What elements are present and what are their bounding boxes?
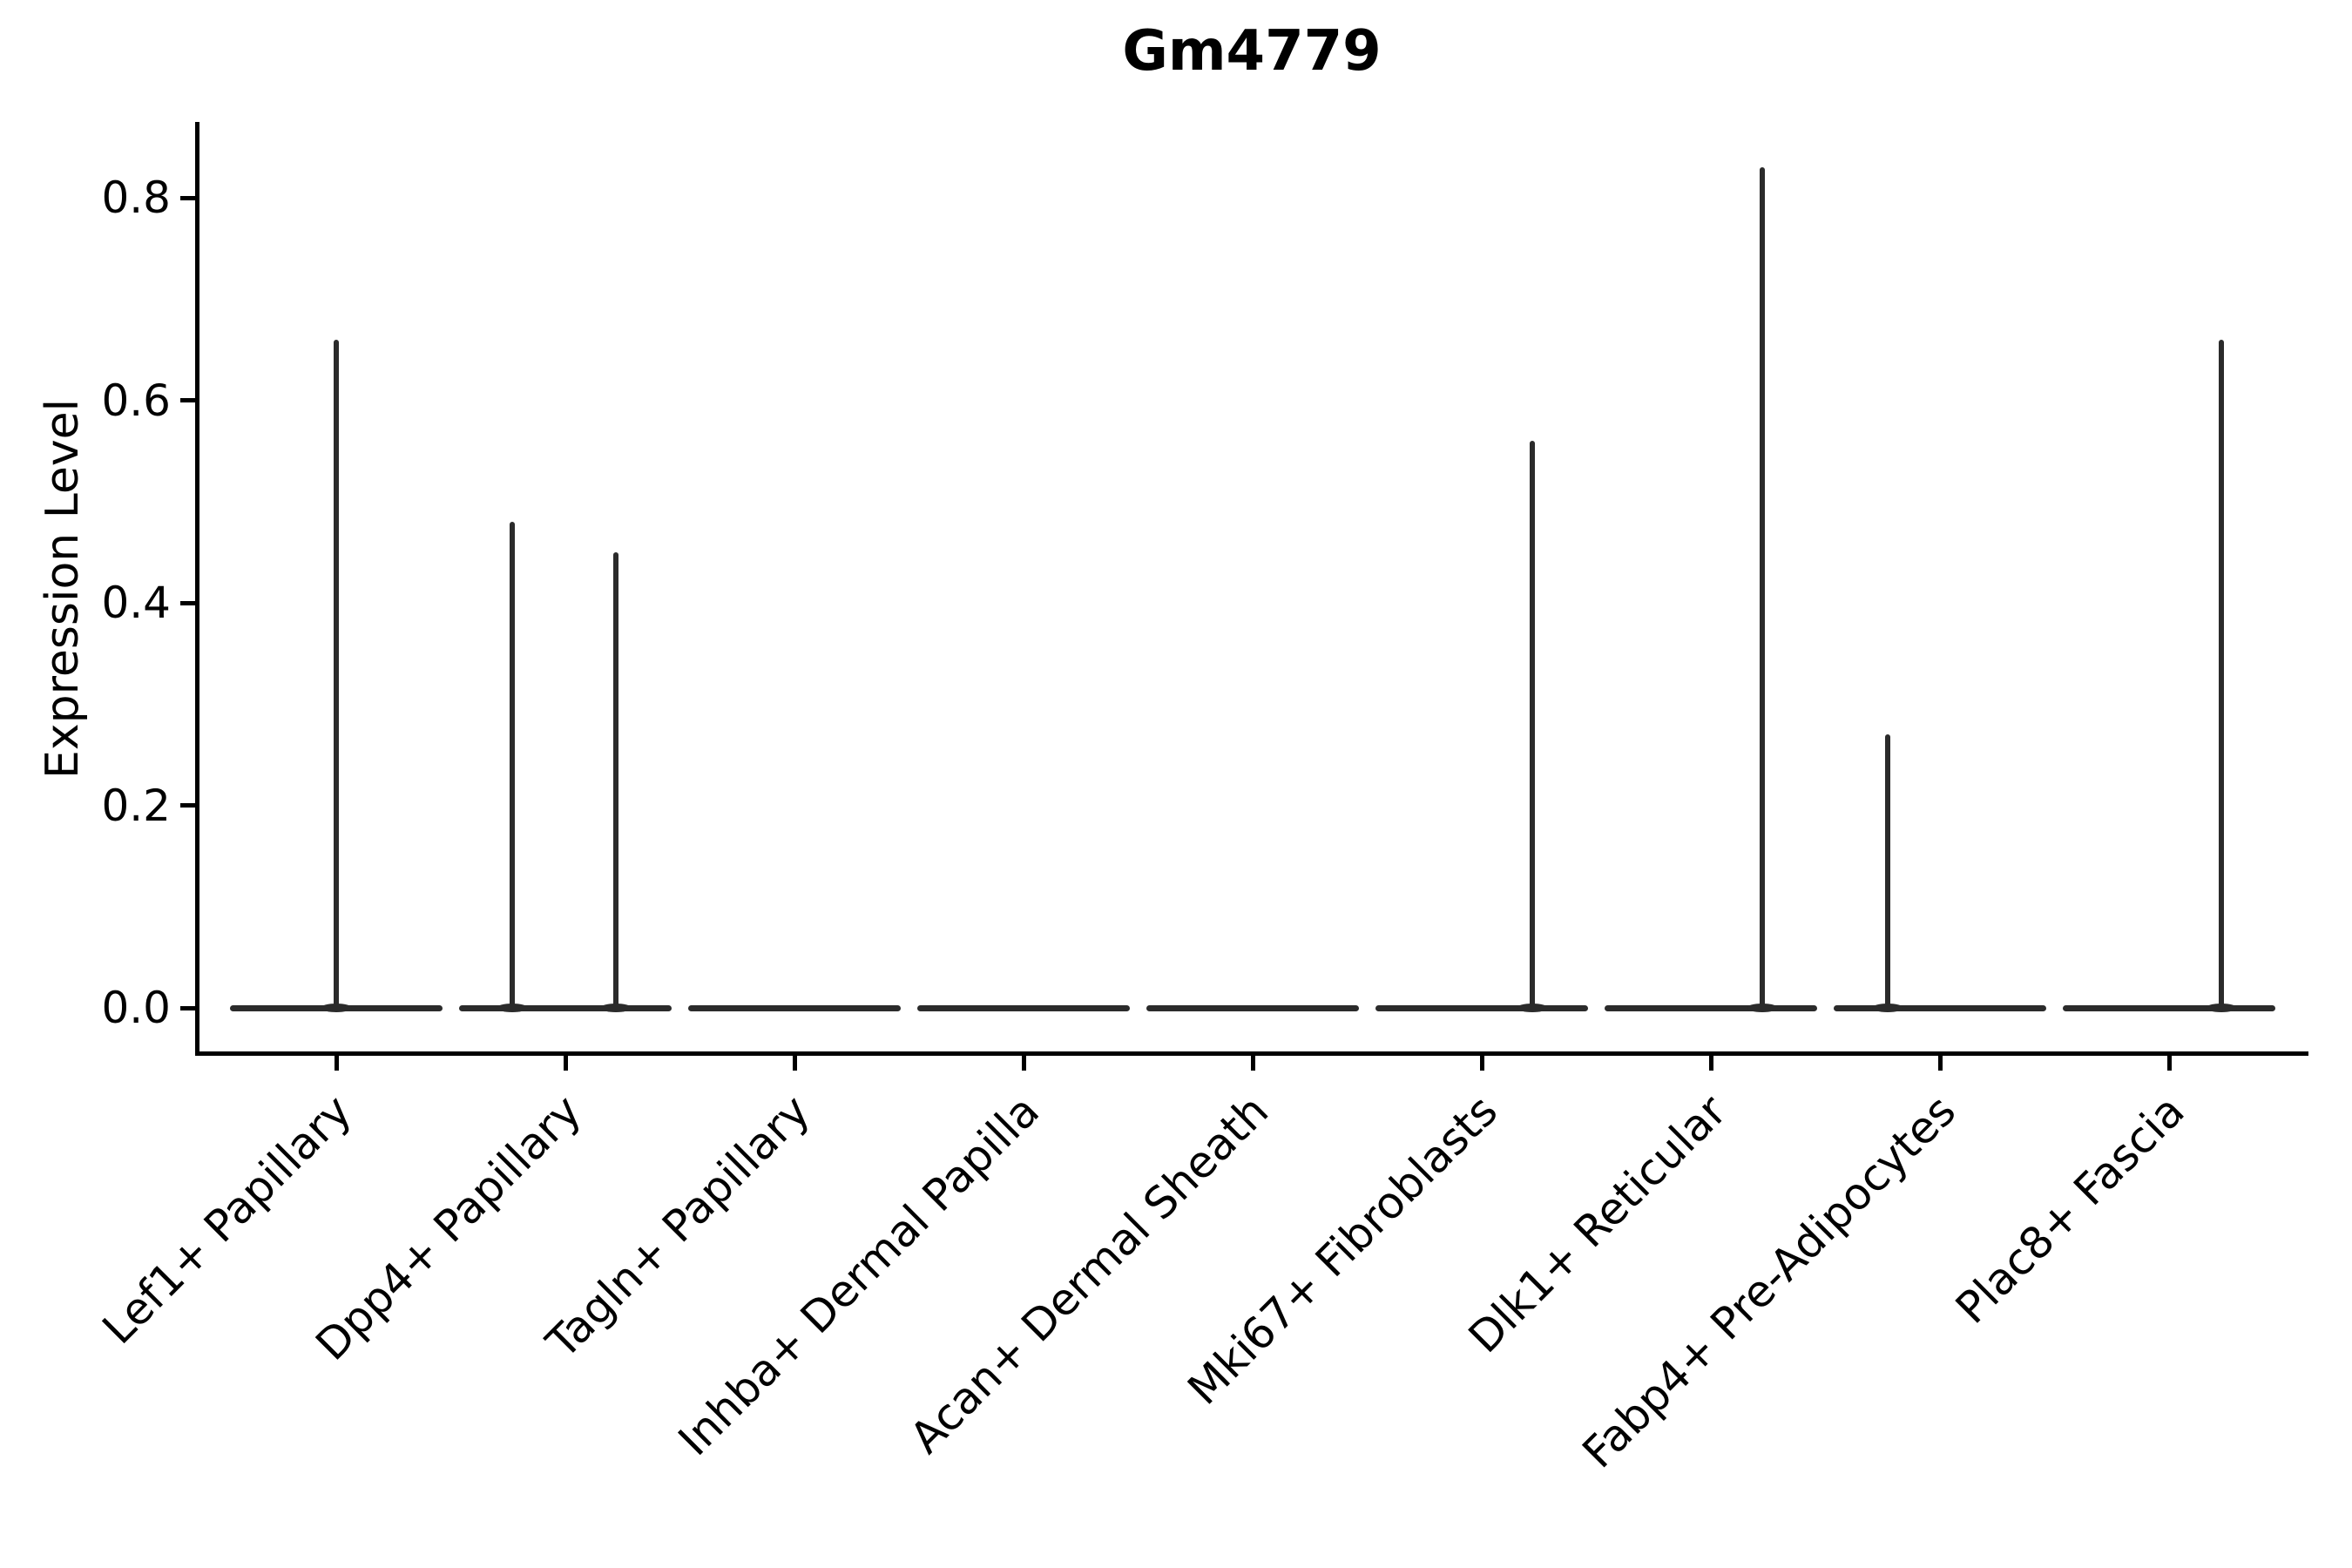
violin-body-line — [1146, 1004, 1359, 1011]
violin-body-line — [688, 1004, 901, 1011]
y-tick-label: 0.0 — [101, 983, 171, 1033]
violin-density-spike — [2218, 339, 2224, 1008]
y-tick-label: 0.4 — [101, 578, 171, 628]
violin-density-spike — [334, 339, 339, 1008]
violin-body-line — [917, 1004, 1130, 1011]
violin-body-line — [1605, 1004, 1817, 1011]
x-tick-mark — [1708, 1056, 1713, 1071]
x-tick-mark — [1250, 1056, 1255, 1071]
violin-density-spike — [1530, 441, 1536, 1008]
violin-spike-base-flare — [1517, 1004, 1549, 1012]
violin-body-line — [2063, 1004, 2275, 1011]
violin-density-spike — [1759, 167, 1765, 1008]
y-tick-label: 0.6 — [101, 375, 171, 426]
violin-body-line — [459, 1004, 672, 1011]
violin-spike-base-flare — [1872, 1004, 1904, 1012]
violin-density-spike — [613, 551, 619, 1008]
violin-body-line — [1834, 1004, 2046, 1011]
x-tick-mark — [1479, 1056, 1484, 1071]
x-tick-mark — [792, 1056, 797, 1071]
violin-spike-base-flare — [2205, 1004, 2237, 1012]
x-tick-label: Fabp4+ Pre-Adipocytes — [1572, 1085, 1966, 1478]
x-tick-mark — [2166, 1056, 2172, 1071]
x-tick-mark — [563, 1056, 568, 1071]
x-tick-label: Lef1+ Papillary — [92, 1085, 362, 1355]
y-tick-mark — [180, 803, 195, 808]
y-tick-mark — [180, 398, 195, 402]
violin-density-spike — [1885, 734, 1891, 1008]
x-axis-spine — [195, 1051, 2308, 1056]
x-tick-mark — [1937, 1056, 1943, 1071]
y-tick-mark — [180, 600, 195, 605]
x-tick-mark — [1021, 1056, 1026, 1071]
chart-title: Gm4779 — [1122, 19, 1382, 84]
y-axis-spine — [195, 122, 199, 1056]
violin-spike-base-flare — [496, 1004, 528, 1012]
violin-spike-base-flare — [1746, 1004, 1778, 1012]
y-tick-label: 0.8 — [101, 172, 171, 223]
y-tick-mark — [180, 1005, 195, 1010]
violin-density-spike — [509, 522, 515, 1008]
y-tick-label: 0.2 — [101, 780, 171, 831]
x-tick-label: Plac8+ Fascia — [1946, 1085, 2195, 1334]
violin-spike-base-flare — [321, 1004, 352, 1012]
violin-body-line — [1375, 1004, 1588, 1011]
x-tick-mark — [334, 1056, 339, 1071]
violin-spike-base-flare — [600, 1004, 632, 1012]
y-tick-mark — [180, 195, 195, 200]
